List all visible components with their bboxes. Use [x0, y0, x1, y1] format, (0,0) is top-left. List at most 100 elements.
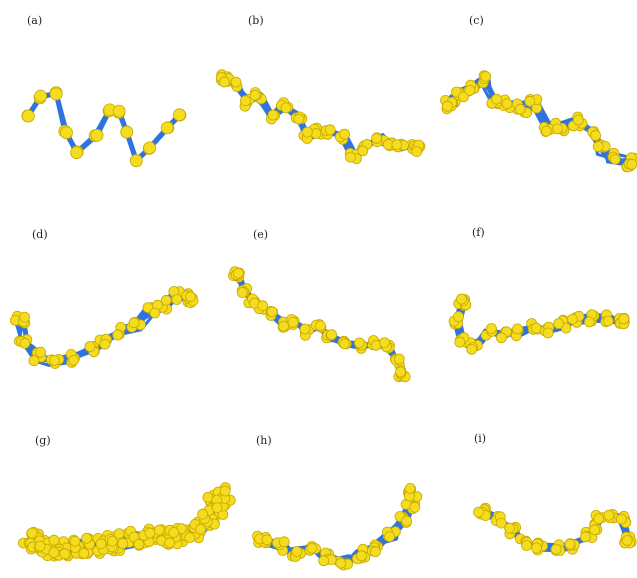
chain-bead	[306, 542, 318, 554]
chain-bead	[184, 291, 196, 303]
chain-bead	[552, 123, 563, 135]
chain-bead	[453, 311, 464, 323]
chain-bead	[144, 527, 156, 539]
chain-bead	[391, 139, 403, 151]
chain-bead	[278, 536, 290, 548]
chain-bead	[616, 513, 627, 525]
chain-bead	[84, 341, 96, 352]
chain-bead	[491, 93, 503, 105]
chain-bead	[512, 323, 523, 335]
chain-bead	[485, 323, 497, 334]
chain-bead	[371, 132, 383, 144]
chain-bead	[589, 524, 601, 536]
chain-bead	[68, 354, 79, 366]
chain-bead	[99, 338, 111, 350]
chain-bead	[602, 315, 614, 327]
chain-bead	[202, 491, 214, 503]
chain-bead	[592, 141, 604, 152]
chain-bead	[249, 89, 261, 101]
chain-bead	[369, 546, 381, 558]
chain-bead	[567, 313, 578, 325]
chain-bead	[564, 538, 576, 550]
chain-bead	[409, 501, 421, 513]
chain-bead	[35, 346, 46, 358]
chain-bead	[160, 294, 172, 306]
chain-bead	[128, 317, 140, 329]
chain-bead	[48, 534, 60, 546]
chain-bead	[550, 543, 562, 555]
chain-bead	[324, 124, 336, 136]
panel-label-e: (e)	[253, 228, 268, 241]
chain-bead	[153, 524, 165, 536]
chain-bead	[456, 293, 467, 305]
chain-bead	[411, 146, 423, 158]
panel-label-h: (h)	[256, 434, 272, 447]
chain-bead	[218, 76, 230, 88]
chain-panel-c	[440, 70, 637, 173]
chain-bead	[495, 517, 507, 529]
chain-bead	[211, 502, 223, 514]
panel-label-d: (d)	[32, 228, 48, 241]
chain-bead	[267, 109, 279, 121]
chain-bead	[326, 329, 338, 341]
chain-bead	[95, 538, 107, 550]
chain-bead	[621, 535, 633, 546]
chain-bead	[318, 555, 330, 567]
panel-label-f: (f)	[472, 226, 485, 239]
chain-bead	[314, 320, 326, 332]
panel-label-b: (b)	[248, 14, 264, 27]
chain-panel-h	[252, 482, 423, 571]
chain-bead	[81, 532, 92, 544]
chain-bead	[19, 337, 31, 349]
chain-bead	[172, 108, 186, 122]
chain-bead	[541, 125, 552, 137]
chain-bead	[504, 522, 516, 534]
chain-bead	[339, 338, 351, 350]
chain-bead	[384, 531, 396, 542]
chain-bead	[117, 538, 129, 549]
chain-bead	[219, 485, 231, 497]
chain-bead	[133, 539, 145, 550]
chain-bead	[521, 540, 532, 551]
chain-bead	[164, 537, 176, 549]
panel-label-c: (c)	[469, 14, 484, 27]
chain-panel-f	[448, 293, 630, 355]
chain-bead	[34, 89, 47, 103]
chain-bead	[466, 343, 478, 355]
chain-bead	[106, 535, 118, 547]
chain-bead	[603, 509, 615, 521]
panel-label-i: (i)	[474, 432, 486, 445]
chain-bead	[530, 322, 542, 334]
chain-bead	[401, 515, 413, 527]
chain-bead	[60, 126, 73, 140]
chain-bead	[464, 85, 476, 96]
chain-bead	[344, 151, 356, 163]
chain-bead	[357, 145, 369, 157]
chain-bead	[454, 336, 466, 348]
chain-bead	[626, 158, 637, 170]
chain-bead	[404, 482, 416, 494]
chain-bead	[573, 114, 584, 126]
chain-bead	[149, 307, 161, 319]
chain-panel-e	[227, 266, 411, 383]
chain-bead	[70, 146, 83, 160]
chain-bead	[393, 353, 405, 365]
chain-bead	[495, 332, 507, 344]
chain-bead	[584, 316, 595, 328]
chain-bead	[280, 102, 292, 114]
chain-bead	[618, 313, 630, 325]
chain-bead	[580, 531, 591, 543]
chain-bead	[232, 267, 244, 279]
chain-bead	[353, 337, 365, 349]
chain-bead	[379, 337, 390, 349]
chain-bead	[239, 95, 251, 107]
chain-bead	[19, 311, 31, 323]
chain-bead	[28, 355, 40, 367]
chain-panel-b	[215, 69, 426, 165]
chain-bead	[480, 71, 492, 82]
chain-bead	[171, 294, 183, 305]
chain-bead	[26, 527, 38, 539]
chain-bead	[230, 76, 242, 88]
chain-bead	[609, 153, 621, 165]
